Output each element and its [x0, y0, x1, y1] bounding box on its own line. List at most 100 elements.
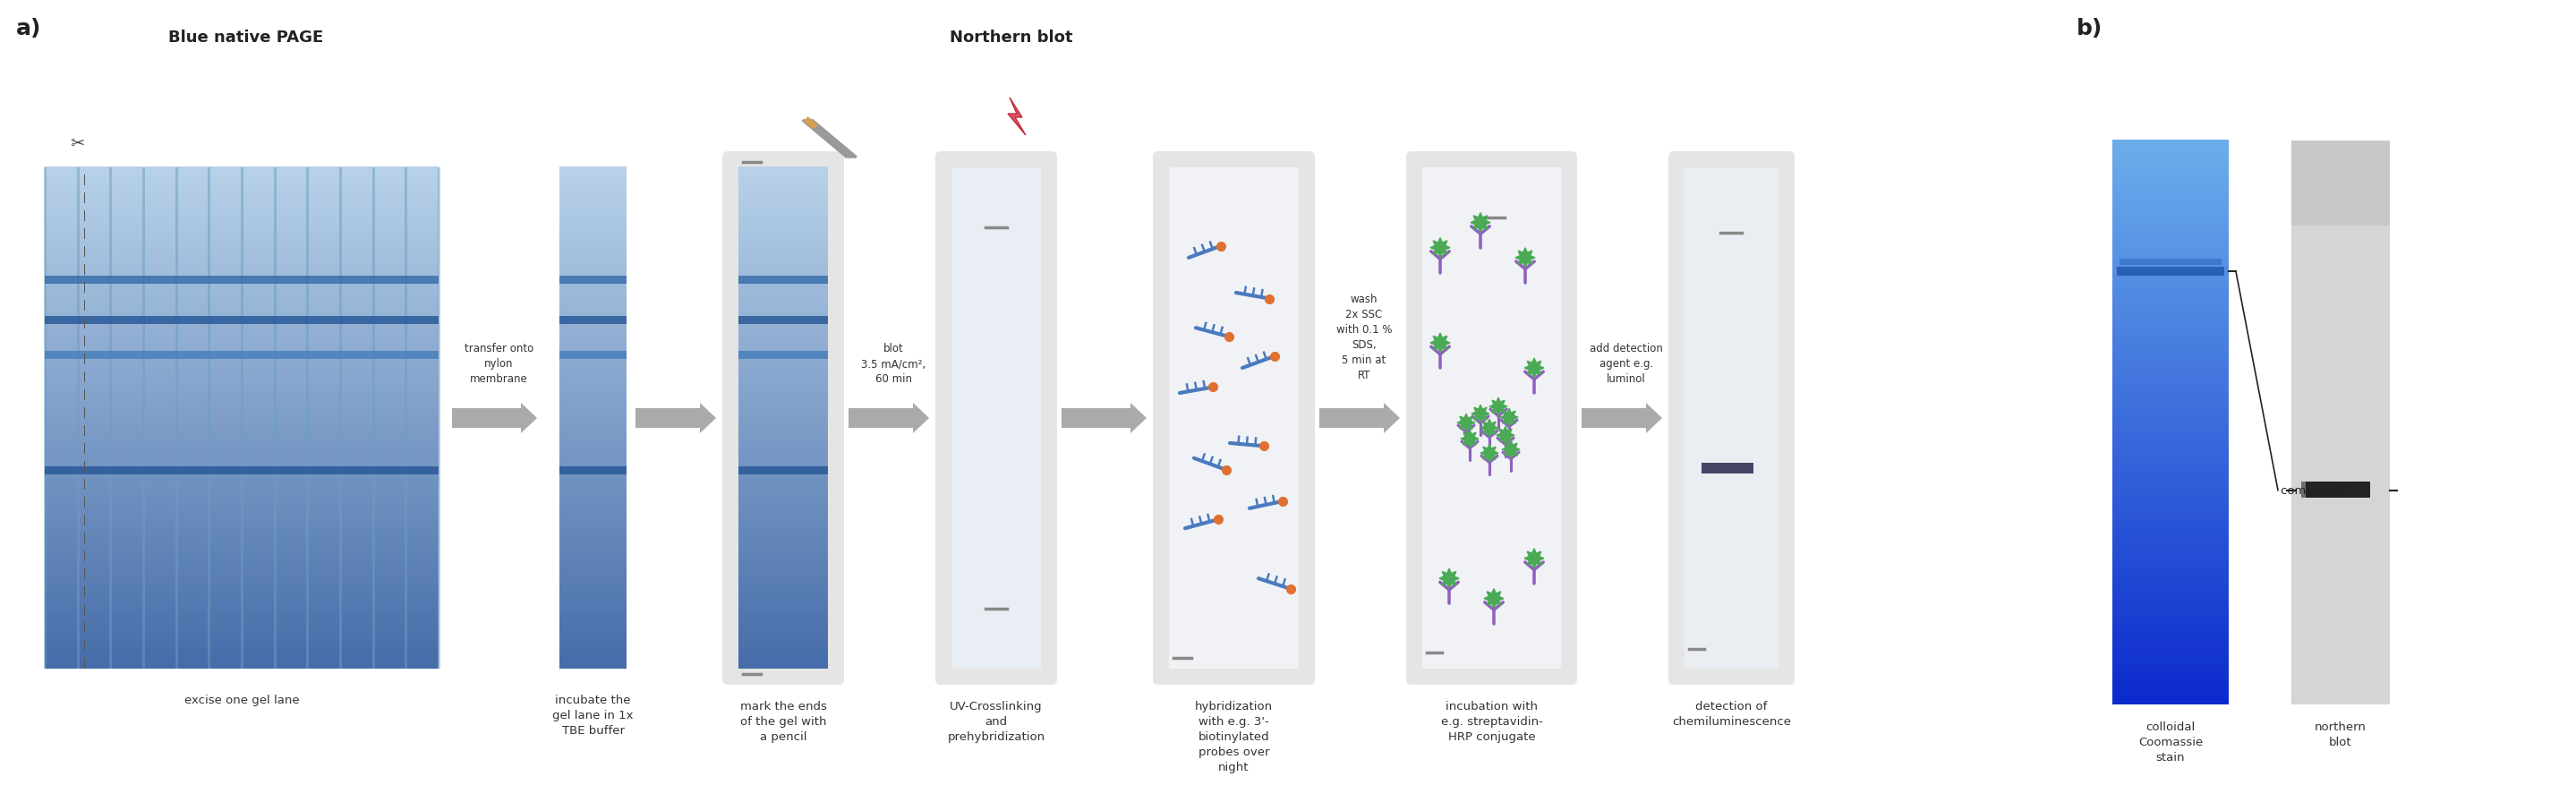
Bar — [559, 608, 626, 614]
Bar — [2112, 525, 2228, 531]
Bar — [739, 207, 827, 214]
Bar — [739, 257, 827, 263]
Bar — [559, 228, 626, 233]
Bar — [559, 468, 626, 473]
Bar — [44, 367, 438, 374]
Bar — [44, 573, 438, 579]
Bar — [739, 323, 827, 328]
Bar — [44, 523, 438, 528]
Bar — [44, 207, 438, 214]
Bar — [44, 272, 438, 278]
Bar — [2112, 328, 2228, 334]
Bar — [559, 447, 626, 454]
Bar — [739, 302, 827, 309]
Bar — [739, 413, 827, 418]
Bar — [739, 212, 827, 218]
Bar — [2112, 530, 2228, 535]
Bar — [739, 477, 827, 484]
Bar — [559, 428, 626, 433]
Bar — [273, 168, 276, 669]
Bar — [2112, 539, 2228, 545]
Bar — [44, 332, 438, 338]
Bar — [44, 443, 438, 448]
Bar — [44, 268, 438, 273]
Bar — [2112, 450, 2228, 456]
Bar — [559, 623, 626, 629]
Bar — [44, 582, 438, 589]
Polygon shape — [1471, 214, 1492, 233]
Bar — [44, 553, 438, 559]
Bar — [739, 308, 827, 313]
Bar — [44, 357, 438, 363]
Bar — [739, 203, 827, 208]
Bar — [559, 357, 626, 363]
Bar — [44, 618, 438, 624]
Bar — [2112, 380, 2228, 385]
Bar — [559, 257, 626, 263]
Bar — [44, 653, 438, 659]
Bar — [2112, 408, 2228, 414]
Polygon shape — [1461, 430, 1479, 448]
Bar — [44, 407, 438, 414]
Bar — [739, 613, 827, 619]
Bar — [739, 382, 827, 389]
Bar — [739, 327, 827, 334]
Bar — [739, 222, 827, 228]
Bar — [2112, 385, 2228, 390]
Text: Blue native PAGE: Blue native PAGE — [167, 30, 325, 46]
Bar — [2112, 633, 2228, 639]
Bar — [739, 453, 827, 458]
Bar — [559, 538, 626, 543]
FancyArrow shape — [848, 403, 930, 433]
Bar — [559, 268, 626, 273]
Bar — [739, 502, 827, 509]
Bar — [559, 212, 626, 218]
Bar — [44, 352, 438, 358]
Bar — [559, 443, 626, 448]
Bar — [739, 548, 827, 553]
Bar — [2112, 234, 2228, 240]
Bar — [2112, 643, 2228, 648]
Bar — [44, 462, 438, 469]
Bar — [739, 428, 827, 433]
Bar — [559, 542, 626, 549]
Bar — [1700, 463, 1754, 474]
Bar — [739, 573, 827, 579]
Polygon shape — [1484, 589, 1504, 608]
FancyArrow shape — [636, 403, 716, 433]
Bar — [2112, 553, 2228, 559]
Bar — [559, 382, 626, 389]
Bar — [2112, 445, 2228, 451]
Bar — [340, 168, 343, 669]
Bar — [2112, 610, 2228, 615]
Bar — [559, 418, 626, 423]
Bar — [2112, 615, 2228, 620]
Bar — [739, 603, 827, 608]
Bar — [2112, 596, 2228, 601]
Bar — [175, 168, 178, 669]
Bar — [2112, 150, 2228, 155]
Bar — [2112, 338, 2228, 343]
Bar — [739, 338, 827, 343]
Bar — [739, 243, 827, 248]
Bar — [2293, 141, 2391, 704]
Bar — [559, 557, 626, 564]
Bar — [44, 168, 46, 669]
Text: incubation with
e.g. streptavidin-
HRP conjugate: incubation with e.g. streptavidin- HRP c… — [1440, 700, 1543, 742]
Bar — [44, 222, 438, 228]
Bar — [559, 352, 626, 358]
Bar — [739, 658, 827, 664]
Bar — [739, 182, 827, 188]
Bar — [44, 628, 438, 633]
Bar — [559, 172, 626, 178]
Bar — [559, 327, 626, 334]
Bar — [739, 473, 827, 479]
Bar — [44, 388, 438, 393]
Bar — [2112, 638, 2228, 644]
Bar — [2112, 699, 2228, 704]
Bar — [44, 243, 438, 248]
Bar — [44, 283, 438, 288]
Bar — [44, 262, 438, 268]
Bar — [2112, 314, 2228, 319]
Bar — [2112, 582, 2228, 587]
